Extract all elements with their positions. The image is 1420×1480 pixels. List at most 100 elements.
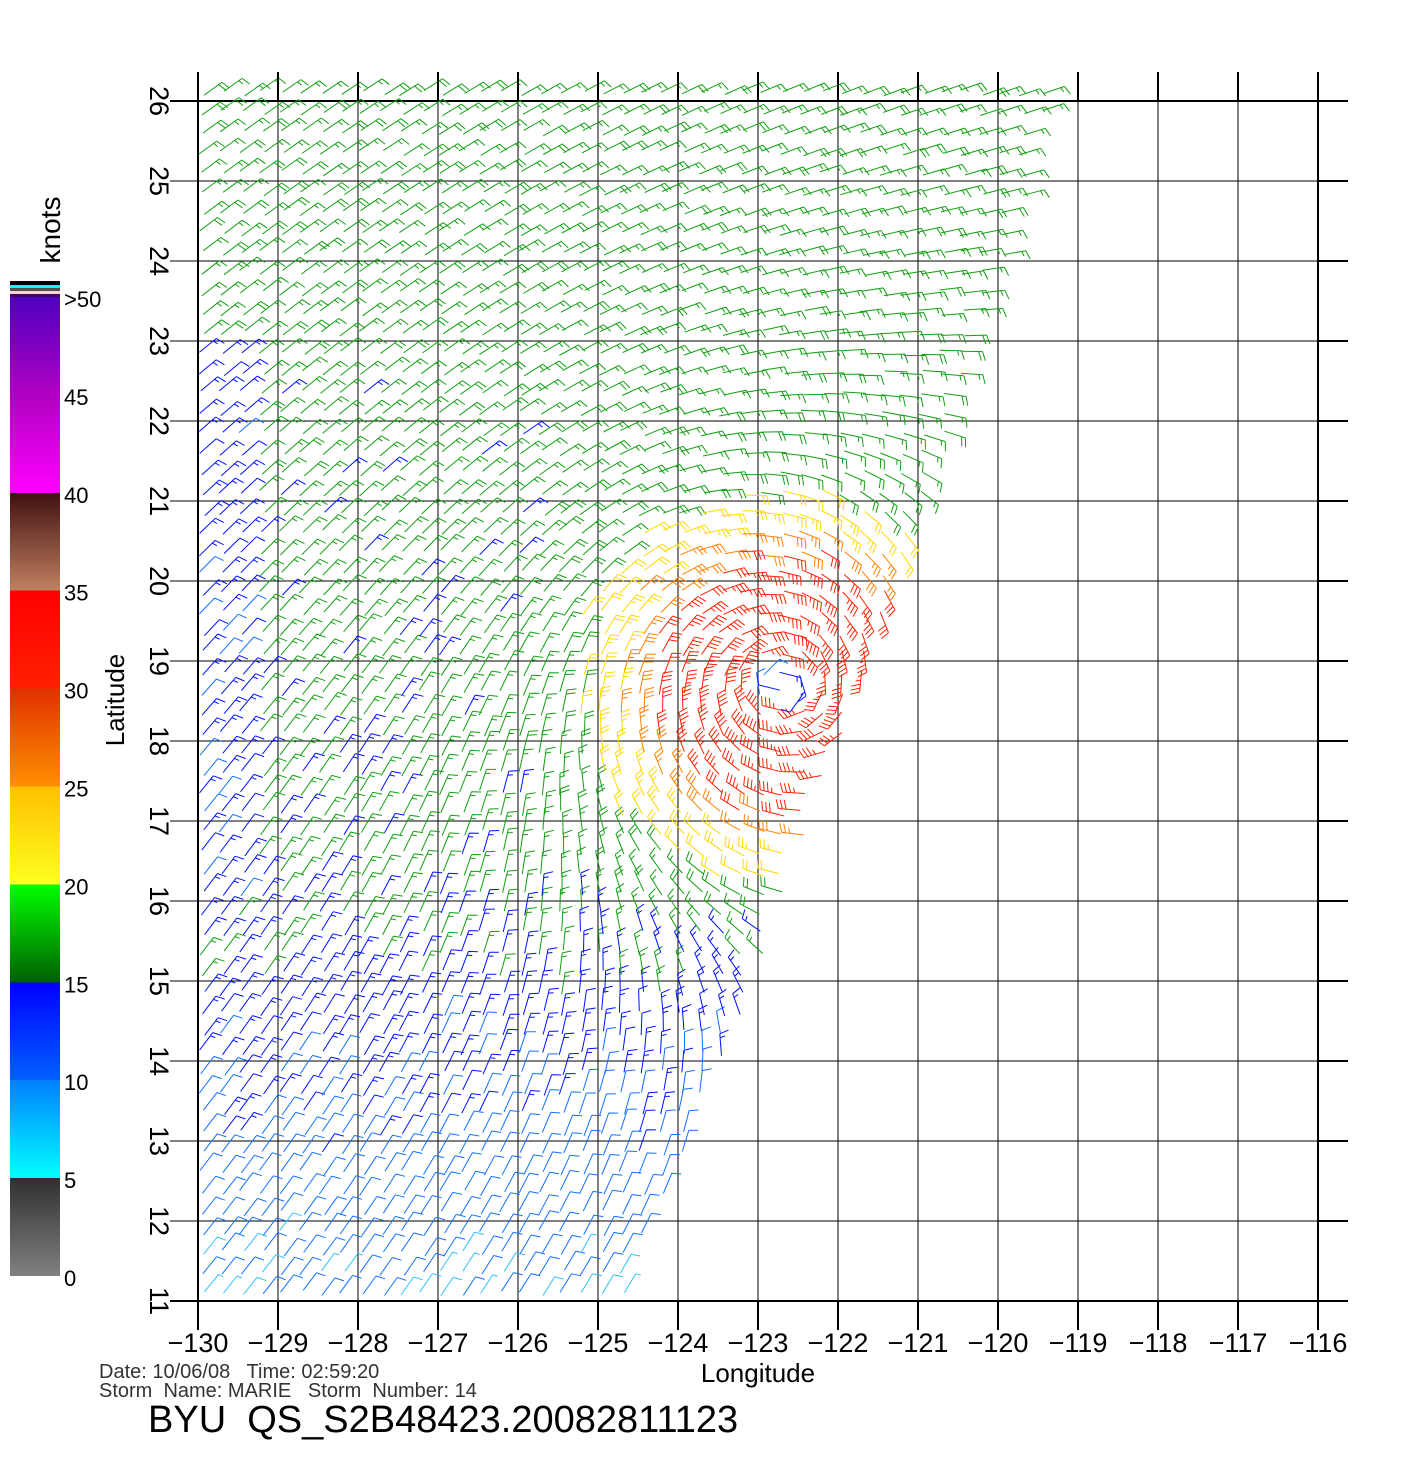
wind-barb <box>202 119 229 134</box>
wind-barb <box>662 1154 680 1176</box>
wind-barb <box>220 320 247 335</box>
wind-barb <box>479 768 496 791</box>
wind-barb <box>760 575 786 587</box>
wind-barb <box>860 352 886 363</box>
wind-barb <box>298 835 321 855</box>
wind-barb <box>722 307 750 318</box>
wind-barb <box>983 188 1011 198</box>
wind-barb <box>403 339 430 354</box>
wind-barb <box>703 890 722 915</box>
wind-barb <box>361 872 383 892</box>
wind-barb <box>364 399 391 415</box>
wind-barb <box>244 316 271 332</box>
wind-barb <box>320 379 346 394</box>
wind-barb <box>859 333 886 343</box>
wind-barb <box>661 632 683 653</box>
wind-barb <box>199 337 225 353</box>
wind-barb <box>701 1026 711 1053</box>
wind-barb <box>521 261 549 274</box>
wind-barb <box>880 452 902 471</box>
wind-barb <box>341 497 367 514</box>
wind-barb <box>482 830 500 853</box>
wind-barb <box>603 573 627 592</box>
wind-barb <box>440 673 463 693</box>
wind-barb <box>694 946 705 974</box>
wind-barb <box>400 202 427 216</box>
wind-barb <box>202 633 227 651</box>
wind-barb <box>802 163 830 172</box>
wind-barb <box>540 1053 558 1075</box>
wind-barb <box>598 826 608 854</box>
wind-barb <box>322 418 348 434</box>
wind-barb <box>384 240 411 254</box>
wind-barb <box>478 558 503 576</box>
wind-barb <box>298 617 323 636</box>
wind-barb <box>641 125 669 136</box>
wind-barb <box>918 413 943 429</box>
wind-barb <box>544 161 571 174</box>
wind-barb <box>884 370 910 382</box>
wind-barb <box>299 1256 322 1276</box>
wind-barb <box>360 160 387 174</box>
wind-barb <box>283 139 310 153</box>
wind-barb <box>280 1274 303 1293</box>
wind-barb <box>321 851 344 871</box>
wind-barb <box>619 444 647 456</box>
wind-barb <box>219 813 242 833</box>
wind-barb <box>303 891 325 911</box>
wind-barb <box>282 221 309 236</box>
wind-barb <box>483 180 511 193</box>
wind-barb <box>638 1152 657 1174</box>
wind-barb <box>720 637 745 655</box>
wind-barb <box>244 82 271 97</box>
wind-barb <box>940 206 968 217</box>
wind-barb <box>300 816 323 836</box>
wind-barb <box>580 1233 597 1254</box>
wind-barb <box>323 118 350 133</box>
wind-barb <box>601 498 628 512</box>
wind-barb <box>718 988 727 1017</box>
wind-barb <box>699 1068 712 1093</box>
wind-barb <box>804 455 828 470</box>
wind-barb <box>780 393 807 404</box>
wind-barb <box>604 967 615 993</box>
wind-barb <box>777 708 805 720</box>
wind-barb <box>340 1073 363 1093</box>
wind-barb <box>300 218 327 233</box>
wind-barbs <box>198 77 1071 1296</box>
wind-barb <box>622 1026 636 1051</box>
wind-barb <box>783 555 807 571</box>
wind-barb <box>419 440 446 456</box>
wind-barb <box>624 1130 642 1152</box>
wind-barb <box>803 147 831 158</box>
wind-barb <box>658 463 686 473</box>
wind-barb <box>961 126 989 136</box>
wind-barb <box>1019 147 1047 157</box>
wind-barb <box>279 416 305 432</box>
wind-barb <box>859 529 877 554</box>
wind-barb <box>620 667 635 691</box>
wind-barb <box>201 281 228 297</box>
wind-barb <box>482 457 508 472</box>
wind-barb <box>704 365 732 374</box>
wind-barb <box>1022 169 1050 179</box>
wind-barb <box>817 650 831 678</box>
wind-barb <box>440 656 463 676</box>
wind-barb <box>199 936 223 956</box>
wind-barb <box>699 562 727 574</box>
wind-barb <box>319 538 345 555</box>
wind-barb <box>694 727 706 755</box>
wind-barb <box>343 614 367 633</box>
wind-barb <box>462 455 489 471</box>
wind-barb <box>280 479 306 496</box>
wind-barb <box>618 263 646 275</box>
wind-barb <box>418 279 446 293</box>
wind-barb <box>382 833 403 854</box>
wind-barb <box>500 518 526 535</box>
wind-barb <box>979 127 1007 136</box>
wind-barb <box>363 713 386 733</box>
wind-barb <box>343 435 369 452</box>
wind-barb <box>261 672 285 691</box>
wind-barb <box>816 732 843 747</box>
wind-barb <box>279 1212 303 1231</box>
